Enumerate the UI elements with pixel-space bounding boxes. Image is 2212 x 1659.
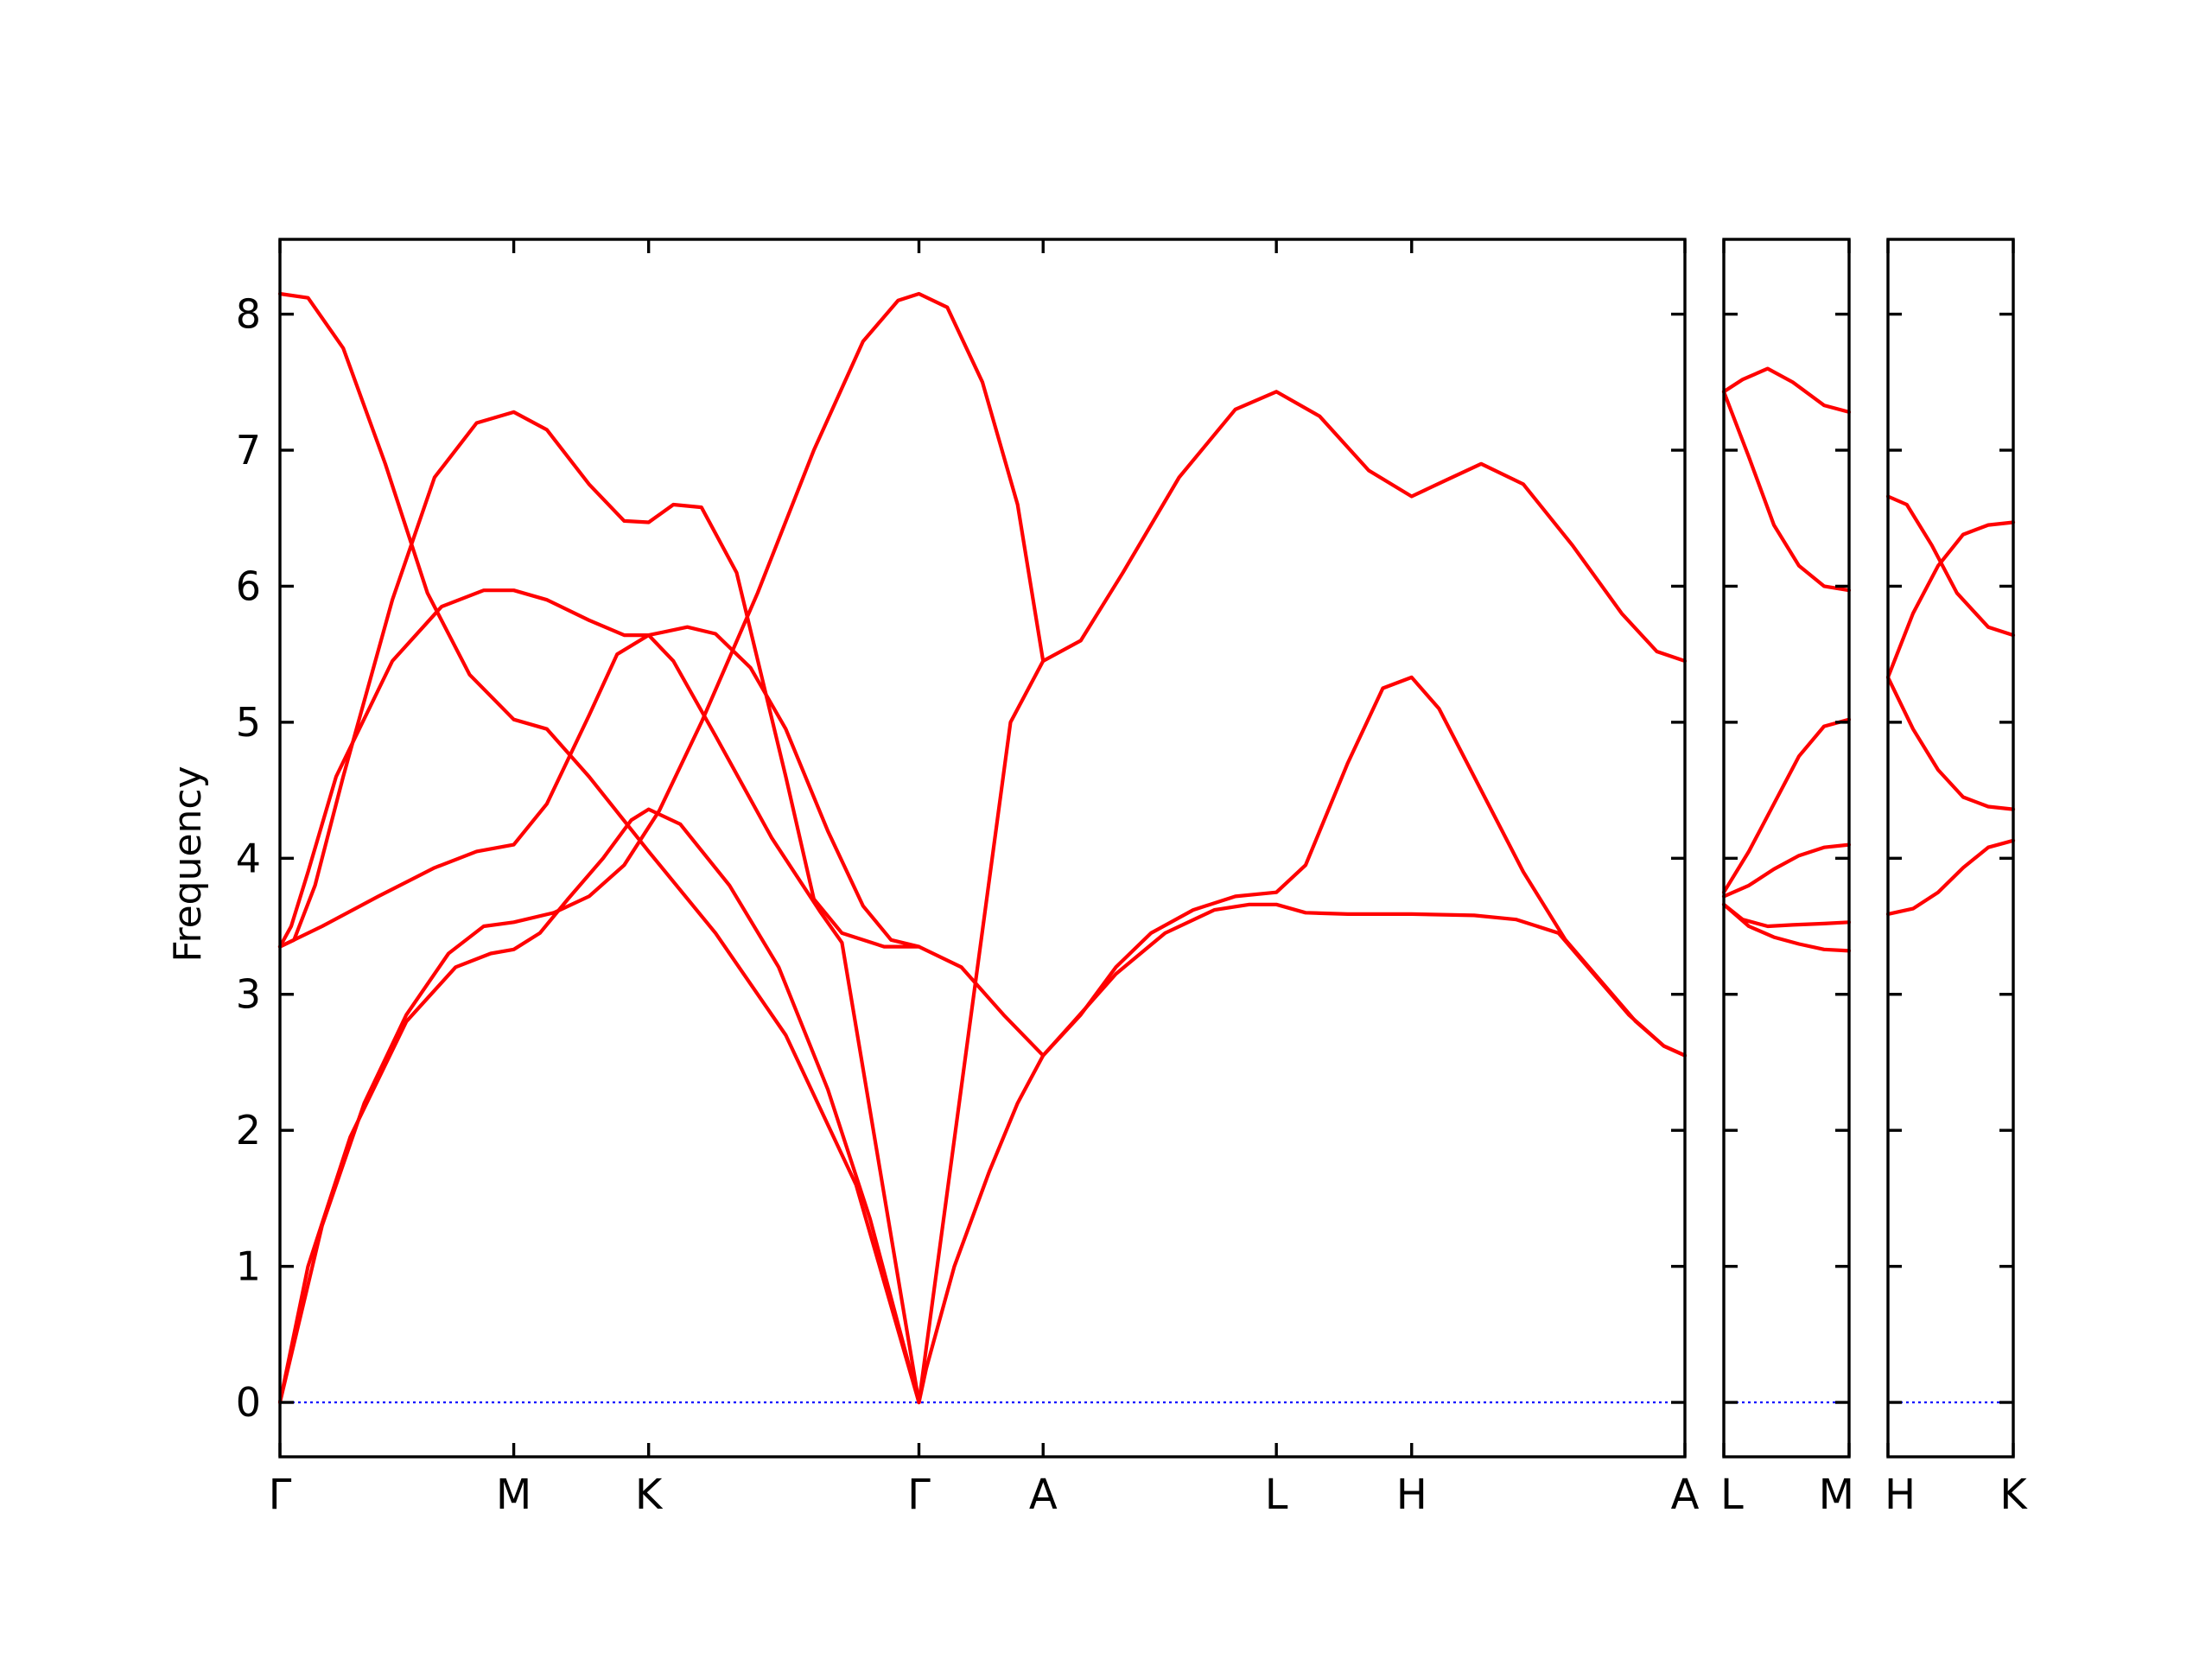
y-tick-label: 3 [236, 971, 261, 1018]
phonon-band-1-1 [277, 291, 921, 1405]
phonon-band-1-4 [277, 588, 921, 949]
x-tick-label: Γ [269, 1471, 292, 1519]
y-tick-label: 6 [236, 563, 261, 609]
x-tick-label: A [1029, 1471, 1058, 1519]
y-tick-label: 5 [236, 699, 261, 746]
phonon-band-1-8 [917, 658, 1046, 1405]
phonon-band-2-5 [1721, 902, 1852, 929]
phonon-band-2-2 [1721, 390, 1852, 593]
phonon-band-3-3 [1885, 675, 2016, 811]
y-tick-label: 7 [236, 427, 261, 474]
phonon-band-3-2 [1885, 520, 2016, 679]
phonon-band-1-9 [1041, 675, 1688, 1058]
phonon-band-2-6 [1721, 842, 1852, 899]
y-axis-label: Frequency [166, 766, 210, 962]
phonon-band-1-5 [277, 807, 921, 1405]
x-tick-label: M [496, 1471, 531, 1519]
plot-frame-1 [1722, 238, 1851, 1459]
phonon-band-2-3 [1721, 717, 1852, 894]
y-tick-label: 2 [236, 1107, 261, 1154]
phonon-band-1-7 [917, 902, 1688, 1405]
y-tick-label: 0 [236, 1379, 261, 1426]
phonon-band-2-1 [1721, 366, 1852, 414]
y-tick-label: 4 [236, 835, 261, 881]
y-tick-label: 1 [236, 1243, 261, 1290]
phonon-band-3-4 [1885, 838, 2016, 916]
phonon-band-1-3 [277, 410, 1046, 1058]
phonon-band-2-4 [1721, 902, 1852, 953]
x-tick-label: L [1720, 1471, 1744, 1519]
plot-frame-2 [1886, 238, 2015, 1459]
x-tick-label: K [1999, 1471, 2028, 1519]
panel-main: 0 1 2 3 4 5 6 7 8 Γ M K Γ A L H A [236, 238, 1700, 1519]
x-tick-label: K [635, 1471, 664, 1519]
x-tick-label: H [1396, 1471, 1427, 1519]
x-tick-label: H [1885, 1471, 1916, 1519]
x-tick-label: L [1265, 1471, 1288, 1519]
phonon-band-3-1 [1885, 494, 2016, 638]
x-tick-label: Γ [907, 1471, 931, 1519]
phonon-band-1-6 [277, 291, 1688, 1405]
x-tick-label: M [1819, 1471, 1854, 1519]
plot-frame [278, 238, 1687, 1459]
x-tick-label: A [1671, 1471, 1700, 1519]
y-tick-label: 8 [236, 291, 261, 338]
phonon-band-1-2 [277, 633, 921, 1405]
